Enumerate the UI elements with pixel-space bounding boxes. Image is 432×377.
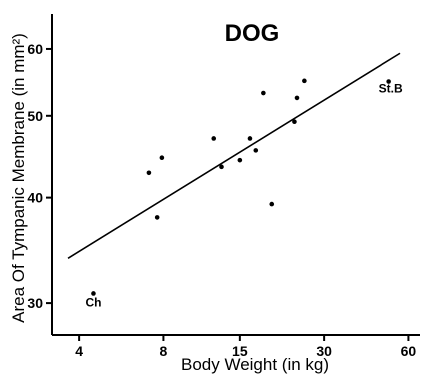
data-point — [247, 136, 253, 141]
tick-labels: 4 8 15 30 60 30 40 50 60 — [27, 41, 416, 359]
data-point — [159, 155, 165, 161]
y-tick-label: 50 — [27, 108, 43, 124]
point-label: St.B — [379, 82, 403, 96]
data-point — [292, 119, 297, 125]
data-point — [253, 148, 259, 153]
tick-marks — [46, 47, 410, 341]
x-tick-label: 30 — [316, 343, 332, 359]
point-label: Ch — [85, 295, 101, 309]
data-point — [219, 164, 224, 170]
data-point — [91, 291, 96, 296]
data-points — [91, 78, 391, 296]
y-tick-label: 60 — [27, 41, 43, 57]
data-point — [386, 79, 391, 84]
y-tick-label: 30 — [27, 295, 43, 311]
data-point — [146, 170, 152, 176]
x-tick-label: 60 — [401, 343, 417, 359]
y-tick-label: 40 — [27, 190, 43, 206]
data-point — [269, 201, 275, 207]
data-point — [211, 136, 217, 141]
data-point — [154, 215, 160, 220]
data-point — [261, 90, 266, 96]
chart-title: DOG — [225, 20, 280, 47]
data-point — [237, 157, 243, 163]
regression-line-group — [67, 52, 401, 259]
x-tick-label: 4 — [75, 343, 83, 359]
x-tick-label: 8 — [160, 343, 168, 359]
regression-line — [67, 52, 401, 259]
x-tick-label: 15 — [232, 343, 248, 359]
axes — [51, 14, 420, 336]
y-axis-title: Area Of Tympanic Membrane (in mm²) — [9, 33, 28, 323]
data-point — [294, 95, 300, 101]
data-point — [302, 78, 307, 84]
x-axis-title: Body Weight (in kg) — [181, 355, 329, 374]
point-labels: Ch St.B — [85, 82, 403, 310]
